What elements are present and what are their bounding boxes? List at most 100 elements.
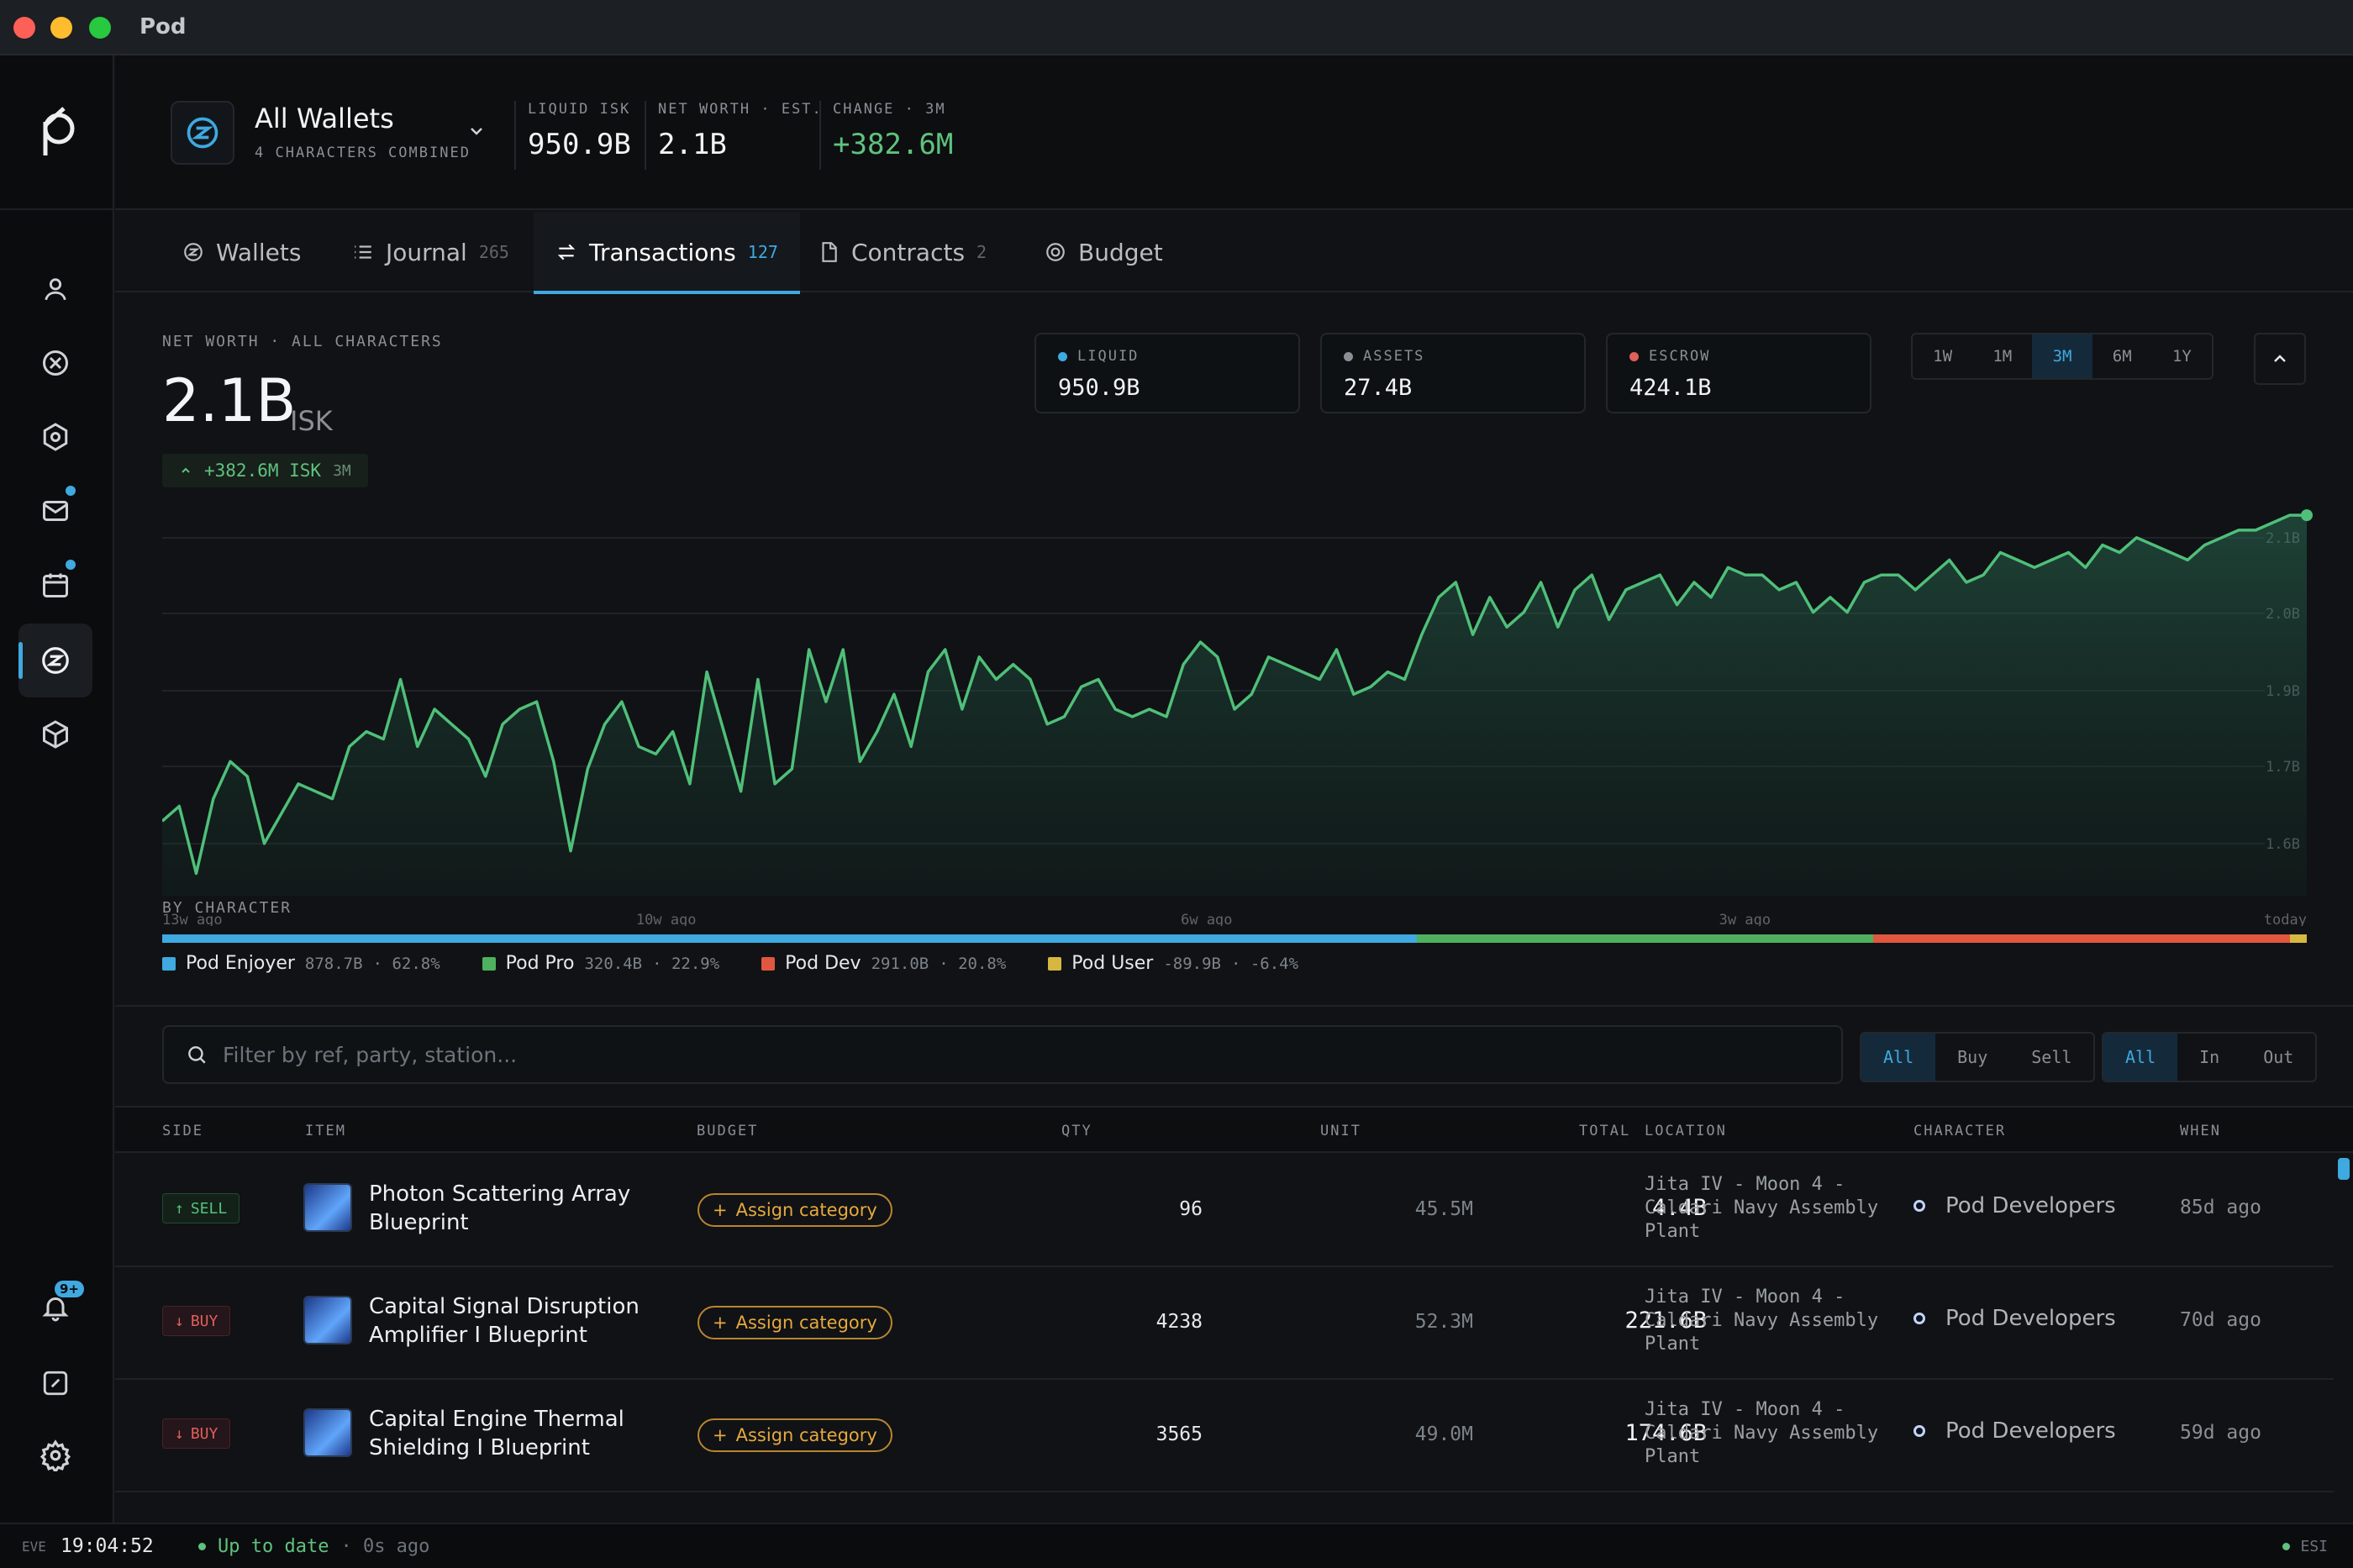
nav-characters[interactable]	[18, 252, 92, 326]
wallet-selector-icon-box[interactable]	[171, 101, 234, 165]
range-1y[interactable]: 1Y	[2171, 347, 2192, 366]
range-3m[interactable]: 3M	[2032, 334, 2092, 378]
wallet-name[interactable]: All Wallets	[255, 103, 394, 134]
col-item[interactable]: ITEM	[305, 1123, 346, 1139]
when-value: 85d ago	[2180, 1197, 2261, 1218]
nav-assets[interactable]	[18, 697, 92, 771]
dir-filter-all[interactable]: All	[2103, 1034, 2178, 1081]
networth-value: 2.1B	[162, 366, 297, 435]
character-cell[interactable]: Pod Developers	[1913, 1418, 2116, 1444]
legend-pct: · 20.8%	[939, 954, 1007, 973]
col-character[interactable]: CHARACTER	[1913, 1123, 2007, 1139]
tab-journal[interactable]: Journal 265	[330, 212, 531, 292]
nav-calendar[interactable]	[18, 548, 92, 622]
side-label: SELL	[190, 1199, 228, 1218]
legend-value: 320.4B	[584, 954, 643, 973]
assign-category-button[interactable]: + Assign category	[697, 1306, 892, 1339]
tab-wallets[interactable]: Wallets	[161, 212, 323, 292]
assign-category-button[interactable]: + Assign category	[697, 1193, 892, 1227]
tab-bar: Wallets Journal 265 Transactions 127 Con…	[115, 212, 2353, 294]
assign-category-button[interactable]: + Assign category	[697, 1418, 892, 1452]
nav-performance[interactable]	[18, 1346, 92, 1420]
change-period: 3M	[333, 461, 351, 480]
qty-value: 4238	[1155, 1311, 1203, 1333]
close-window-button[interactable]	[13, 17, 35, 39]
legend-item[interactable]: Pod Pro 320.4B · 22.9%	[482, 953, 719, 974]
table-row[interactable]: ↑ SELL Photon Scattering Array Blueprint …	[115, 1155, 2334, 1267]
col-location[interactable]: LOCATION	[1645, 1123, 1727, 1139]
side-arrow: ↓	[175, 1312, 184, 1330]
range-1m[interactable]: 1M	[1992, 347, 2013, 366]
tab-label: Journal	[386, 238, 467, 266]
character-cell[interactable]: Pod Developers	[1913, 1193, 2116, 1218]
assign-label: Assign category	[735, 1200, 877, 1220]
side-filter-buy[interactable]: Buy	[1957, 1047, 1988, 1067]
side-filter-all[interactable]: All	[1861, 1034, 1936, 1081]
nav-combat[interactable]	[18, 326, 92, 400]
tab-count: 127	[747, 242, 778, 262]
nav-settings[interactable]	[18, 1418, 92, 1492]
col-unit[interactable]: UNIT	[1320, 1123, 1361, 1139]
esi-status[interactable]: ESI	[2282, 1538, 2328, 1555]
stat-value: 950.9B	[528, 128, 631, 161]
filter-input[interactable]	[223, 1042, 1819, 1067]
sync-dot	[198, 1542, 206, 1550]
range-1w[interactable]: 1W	[1933, 347, 1953, 366]
tab-transactions[interactable]: Transactions 127	[534, 212, 800, 294]
tab-count: 265	[478, 242, 509, 262]
qty-value: 96	[1179, 1198, 1203, 1220]
col-side[interactable]: SIDE	[162, 1123, 203, 1139]
target-icon	[1046, 243, 1065, 261]
collapse-chart-button[interactable]	[2254, 333, 2306, 385]
status-bar: EVE 19:04:52 Up to date · 0s ago ESI	[0, 1523, 2353, 1568]
nav-mail[interactable]	[18, 474, 92, 548]
metric-label: ESCROW	[1649, 348, 1711, 365]
dir-filter-in[interactable]: In	[2199, 1047, 2220, 1067]
nav-notifications[interactable]: 9+	[18, 1271, 92, 1344]
qty-value: 3565	[1155, 1423, 1203, 1445]
direction-filter: All In Out	[2102, 1032, 2318, 1082]
bell-icon	[42, 1297, 69, 1322]
unread-dot	[66, 486, 76, 496]
col-budget[interactable]: BUDGET	[697, 1123, 759, 1139]
item-name: Capital Engine Thermal Shielding I Bluep…	[369, 1407, 624, 1460]
calendar-icon	[43, 573, 68, 597]
series-line	[162, 513, 2307, 876]
character-avatar-icon	[1913, 1200, 1925, 1212]
legend-item[interactable]: Pod Dev 291.0B · 20.8%	[761, 953, 1006, 974]
tab-budget[interactable]: Budget	[1023, 212, 1185, 292]
metric-value: 950.9B	[1058, 375, 1140, 401]
latest-point[interactable]	[2301, 509, 2313, 522]
tab-contracts[interactable]: Contracts 2	[796, 212, 1008, 292]
character-cell[interactable]: Pod Developers	[1913, 1306, 2116, 1331]
legend-item[interactable]: Pod User -89.9B · -6.4%	[1048, 953, 1298, 974]
metric-value: 27.4B	[1344, 375, 1413, 401]
legend-name: Pod Pro	[505, 953, 575, 974]
wallet-icon	[184, 243, 203, 261]
section-divider	[115, 1005, 2353, 1007]
range-6m[interactable]: 6M	[2112, 347, 2132, 366]
item-thumbnail	[303, 1408, 352, 1457]
table-row[interactable]: ↓ BUY Capital Engine Thermal Shielding I …	[115, 1380, 2334, 1492]
app-logo[interactable]	[0, 55, 113, 210]
settings-icon	[39, 1439, 71, 1471]
stat-value: 2.1B	[658, 128, 727, 161]
side-filter: All Buy Sell	[1860, 1032, 2096, 1082]
title-bar: Pod	[0, 0, 2353, 55]
character-name: Pod Developers	[1945, 1418, 2116, 1444]
legend-item[interactable]: Pod Enjoyer 878.7B · 62.8%	[162, 953, 440, 974]
minimize-window-button[interactable]	[50, 17, 72, 39]
col-when[interactable]: WHEN	[2180, 1123, 2221, 1139]
side-filter-sell[interactable]: Sell	[2031, 1047, 2072, 1067]
scrollbar-thumb[interactable]	[2338, 1158, 2350, 1180]
dir-filter-out[interactable]: Out	[2263, 1047, 2294, 1067]
maximize-window-button[interactable]	[89, 17, 111, 39]
share-segment	[162, 934, 1417, 943]
col-qty[interactable]: QTY	[1061, 1123, 1092, 1139]
nav-wallet[interactable]	[18, 624, 92, 697]
chevron-down-icon[interactable]	[466, 121, 487, 141]
nav-industry[interactable]	[18, 400, 92, 474]
plus-icon: +	[713, 1200, 728, 1220]
table-row[interactable]: ↓ BUY Capital Signal Disruption Amplifier…	[115, 1267, 2334, 1380]
col-total[interactable]: TOTAL	[1579, 1123, 1631, 1139]
